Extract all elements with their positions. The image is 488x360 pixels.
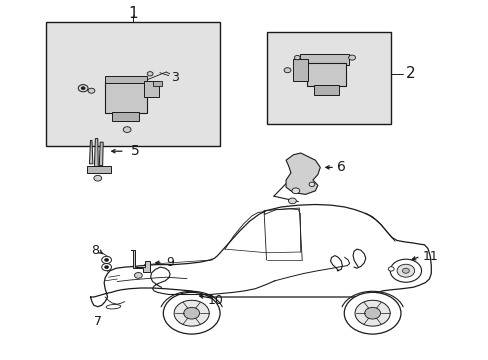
Bar [153, 81, 162, 86]
Circle shape [123, 127, 131, 132]
Bar [144, 81, 159, 97]
Bar [105, 81, 146, 113]
Bar [46, 22, 220, 146]
Text: 5: 5 [131, 144, 140, 158]
Polygon shape [99, 142, 103, 166]
Text: 7: 7 [94, 315, 102, 328]
Bar [105, 76, 146, 83]
Text: 1: 1 [128, 6, 138, 21]
Circle shape [78, 85, 88, 92]
Circle shape [104, 258, 108, 261]
Polygon shape [285, 153, 320, 194]
Text: 10: 10 [207, 294, 223, 307]
Circle shape [354, 300, 389, 326]
Circle shape [102, 264, 111, 271]
Text: 11: 11 [422, 250, 438, 263]
Circle shape [308, 182, 314, 186]
Circle shape [81, 87, 85, 90]
Polygon shape [89, 140, 93, 164]
Circle shape [88, 88, 95, 93]
Text: 9: 9 [166, 256, 174, 269]
Bar [306, 63, 346, 86]
Bar [112, 112, 139, 121]
Text: 2: 2 [405, 66, 415, 81]
Circle shape [402, 268, 408, 273]
Text: 6: 6 [337, 161, 346, 174]
Bar [299, 54, 348, 65]
Text: 8: 8 [91, 244, 99, 257]
Circle shape [291, 188, 299, 194]
Polygon shape [131, 250, 149, 272]
Circle shape [284, 68, 290, 73]
Circle shape [294, 55, 300, 60]
Circle shape [134, 273, 142, 278]
Bar [314, 85, 338, 95]
Circle shape [102, 256, 111, 264]
Bar [86, 166, 111, 173]
Circle shape [344, 292, 400, 334]
Circle shape [348, 55, 355, 60]
Ellipse shape [106, 305, 121, 309]
Text: 4: 4 [129, 96, 137, 109]
Text: 3: 3 [171, 71, 179, 84]
Circle shape [183, 307, 199, 319]
Circle shape [104, 266, 108, 269]
Circle shape [364, 307, 380, 319]
Bar [266, 32, 390, 124]
Circle shape [94, 175, 102, 181]
Circle shape [387, 267, 393, 271]
Polygon shape [94, 139, 98, 167]
Circle shape [396, 264, 414, 277]
Circle shape [147, 72, 153, 76]
Circle shape [174, 300, 209, 326]
Bar [293, 59, 307, 81]
Circle shape [389, 259, 421, 282]
Circle shape [163, 292, 220, 334]
Circle shape [288, 198, 296, 204]
